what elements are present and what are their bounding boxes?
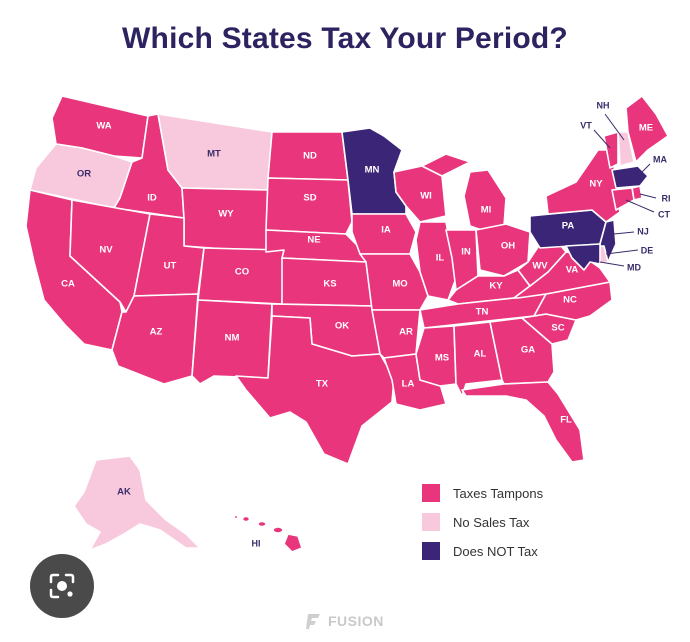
legend-swatch-not-tax [422,542,440,560]
label-or: OR [77,169,91,180]
state-wy[interactable] [181,187,269,253]
hawaii-islands [233,514,303,553]
label-ar: AR [399,327,413,338]
legend-label-no-sales-tax: No Sales Tax [453,514,530,530]
label-nv: NV [99,245,113,256]
brand-logo: FUSION [304,611,384,631]
state-ak[interactable] [73,455,201,551]
label-ny: NY [589,179,603,190]
label-sd: SD [303,193,316,204]
state-hi-oahu[interactable] [257,520,267,528]
label-wv: WV [532,261,548,272]
label-sc: SC [551,323,564,334]
state-ct[interactable] [611,187,635,211]
label-co: CO [235,267,249,278]
label-ma: MA [653,154,667,164]
state-hi-niihau[interactable] [233,514,239,520]
state-mi-upper[interactable] [421,153,471,177]
label-de: DE [641,245,654,255]
label-al: AL [474,349,487,360]
label-ia: IA [381,225,391,236]
label-hi: HI [252,538,261,548]
label-la: LA [402,379,415,390]
label-ut: UT [164,261,177,272]
state-hi-kauai[interactable] [241,515,251,523]
label-nc: NC [563,295,577,306]
label-ne: NE [307,235,320,246]
label-ks: KS [323,279,336,290]
label-wy: WY [218,209,234,220]
legend-item-not-tax: Does NOT Tax [422,540,543,562]
label-nm: NM [225,333,240,344]
label-in: IN [461,247,471,258]
map-title: Which States Tax Your Period? [122,22,568,55]
label-nh: NH [597,100,610,110]
image-search-icon[interactable] [30,554,94,618]
label-ms: MS [435,353,449,364]
label-ga: GA [521,345,535,356]
label-mn: MN [365,165,380,176]
label-az: AZ [150,327,163,338]
label-id: ID [147,193,157,204]
label-tx: TX [316,379,329,390]
label-oh: OH [501,241,515,252]
label-il: IL [436,253,445,264]
legend: Taxes Tampons No Sales Tax Does NOT Tax [422,482,543,569]
label-mo: MO [392,279,407,290]
label-ct: CT [658,209,670,219]
label-ca: CA [61,279,75,290]
state-mi[interactable] [463,169,507,231]
state-ma[interactable] [611,165,649,189]
state-mo[interactable] [359,253,429,311]
state-sd[interactable] [265,177,353,235]
state-md[interactable] [565,243,601,271]
lens-glyph-icon [49,573,75,599]
fusion-logo-icon [306,614,320,629]
label-mi: MI [481,205,492,216]
legend-label-taxes: Taxes Tampons [453,485,544,501]
leader-lines [593,113,657,267]
label-wa: WA [96,121,111,132]
state-hi-maui[interactable] [272,526,284,534]
state-hi[interactable] [283,533,303,553]
state-tx[interactable] [235,315,395,465]
brand-name: FUSION [328,613,384,629]
label-md: MD [627,262,641,272]
label-me: ME [639,123,653,134]
legend-item-no-sales-tax: No Sales Tax [422,511,543,533]
label-pa: PA [562,221,575,232]
label-ak: AK [117,487,131,498]
legend-label-not-tax: Does NOT Tax [453,543,538,559]
state-fl[interactable] [461,381,585,463]
label-tn: TN [476,307,489,318]
legend-item-taxes: Taxes Tampons [422,482,543,504]
state-me[interactable] [625,95,669,163]
label-ky: KY [489,281,503,292]
legend-swatch-no-sales-tax [422,513,440,531]
legend-swatch-taxes [422,484,440,502]
label-ok: OK [335,321,349,332]
label-wi: WI [420,191,432,202]
label-vt: VT [580,120,592,130]
state-nh[interactable] [617,131,635,167]
label-nd: ND [303,151,317,162]
label-fl: FL [560,415,572,426]
label-ri: RI [662,193,671,203]
label-nj: NJ [637,226,649,236]
label-va: VA [566,265,579,276]
state-vt[interactable] [603,131,619,169]
label-mt: MT [207,149,221,160]
